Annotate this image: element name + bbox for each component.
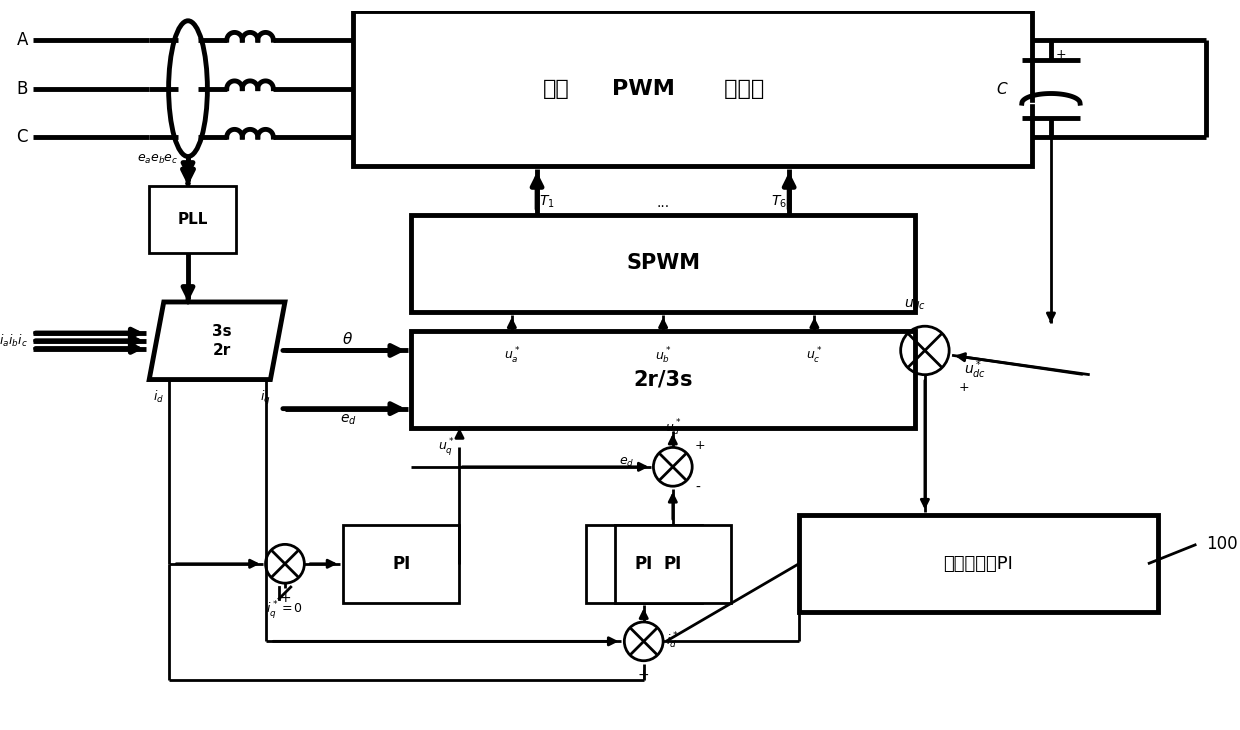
Text: $u_{dc}$: $u_{dc}$	[904, 297, 926, 312]
Text: $i_d$: $i_d$	[154, 389, 165, 405]
Text: +: +	[959, 381, 970, 393]
Text: $u_a^*$: $u_a^*$	[503, 345, 520, 366]
Text: +: +	[637, 668, 650, 683]
Text: PI: PI	[663, 555, 682, 573]
Text: $i_d^*$: $i_d^*$	[666, 631, 678, 651]
Bar	[149, 185, 237, 253]
Text: $e_d$: $e_d$	[340, 413, 356, 428]
Text: $i_q$: $i_q$	[260, 389, 270, 407]
Text: SPWM: SPWM	[626, 253, 701, 273]
Text: 3s: 3s	[212, 323, 232, 339]
Text: $C$: $C$	[996, 80, 1009, 96]
Text: 2r/3s: 2r/3s	[634, 369, 693, 390]
Text: C: C	[16, 128, 29, 146]
Text: +: +	[1055, 48, 1066, 61]
Text: $u_c^*$: $u_c^*$	[806, 345, 822, 366]
Text: A: A	[16, 31, 29, 49]
Text: PI: PI	[392, 555, 410, 573]
Bar	[353, 11, 1032, 166]
Text: $u_b^*$: $u_b^*$	[655, 345, 671, 366]
Text: $\theta$: $\theta$	[342, 331, 353, 347]
Bar	[410, 331, 915, 428]
Text: +: +	[279, 591, 290, 604]
Text: 2r: 2r	[213, 343, 231, 358]
Text: $T_6$: $T_6$	[771, 193, 787, 210]
Text: ...: ...	[656, 196, 670, 210]
Text: $i_q^*=0$: $i_q^*=0$	[267, 599, 304, 621]
Text: 100: 100	[1207, 535, 1238, 553]
Bar	[343, 525, 460, 602]
Bar	[799, 515, 1158, 612]
Text: $e_ae_be_c$: $e_ae_be_c$	[136, 153, 179, 166]
Bar	[585, 525, 702, 602]
Text: PWM: PWM	[613, 79, 675, 99]
Text: $u_{dc}^*$: $u_{dc}^*$	[963, 358, 986, 381]
Text: $u_d^*$: $u_d^*$	[665, 418, 681, 438]
Text: 三相: 三相	[543, 79, 570, 99]
Text: -: -	[696, 481, 701, 496]
Text: 参数自调整PI: 参数自调整PI	[944, 555, 1013, 573]
Text: PI: PI	[635, 555, 652, 573]
Text: PLL: PLL	[177, 212, 208, 227]
Bar	[615, 525, 732, 602]
Text: $u_q^*$: $u_q^*$	[438, 437, 455, 458]
Text: $i_ai_bi_c$: $i_ai_bi_c$	[0, 333, 29, 349]
Text: $e_d$: $e_d$	[619, 456, 634, 469]
Text: B: B	[16, 80, 29, 98]
Text: +: +	[696, 439, 706, 453]
Bar	[410, 215, 915, 312]
Text: 整流器: 整流器	[717, 79, 764, 99]
Text: $T_1$: $T_1$	[539, 193, 554, 210]
